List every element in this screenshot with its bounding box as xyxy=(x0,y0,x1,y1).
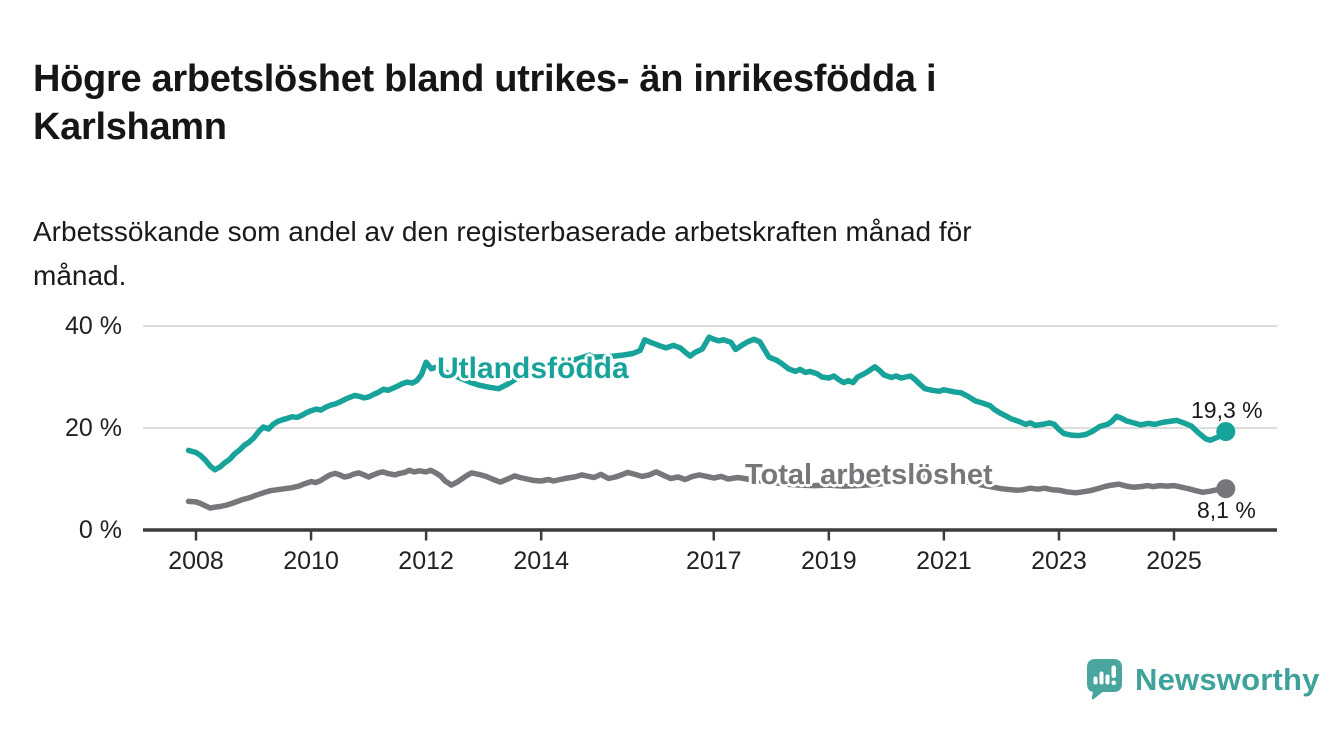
line-total-arbetsl-shet xyxy=(185,467,1229,511)
newsworthy-logo-icon xyxy=(1087,659,1122,700)
page-title-line1: Högre arbetslöshet bland utrikes- än inr… xyxy=(33,58,937,101)
end-value-utlandsfodda: 19,3 % xyxy=(1191,397,1263,423)
page-title: Högre arbetslöshet bland utrikes- än inr… xyxy=(33,55,1183,151)
series-label-total-arbetsloshet: Total arbetslöshet xyxy=(745,459,993,491)
page-subtitle-line1: Arbetssökande som andel av den registerb… xyxy=(33,216,972,247)
x-tick-label: 2021 xyxy=(916,547,972,575)
x-tick-label: 2025 xyxy=(1146,547,1202,575)
page-title-line2: Karlshamn xyxy=(33,106,227,149)
x-tick-label: 2010 xyxy=(283,547,339,575)
x-tick-label: 2017 xyxy=(685,547,742,575)
newsworthy-logo-text: Newsworthy xyxy=(1135,661,1320,697)
y-tick-label: 0 % xyxy=(78,516,122,544)
x-axis xyxy=(143,528,1277,541)
line-utlandsf-dda xyxy=(185,334,1229,473)
x-tick-label: 2019 xyxy=(801,547,857,575)
x-tick-label: 2023 xyxy=(1031,547,1087,575)
page-subtitle: Arbetssökande som andel av den registerb… xyxy=(33,210,1233,298)
end-dot xyxy=(1216,479,1236,499)
gridlines xyxy=(143,325,1277,429)
x-tick-label: 2008 xyxy=(168,547,224,575)
newsworthy-logo[interactable]: Newsworthy xyxy=(1086,658,1320,701)
x-tick-label: 2014 xyxy=(513,547,569,575)
end-dot xyxy=(1216,422,1236,442)
y-tick-label: 40 % xyxy=(65,312,122,340)
page-subtitle-line2: månad. xyxy=(33,260,127,291)
end-value-total: 8,1 % xyxy=(1197,497,1256,523)
end-dots xyxy=(1216,422,1236,499)
x-tick-label: 2012 xyxy=(398,547,454,575)
y-tick-label: 20 % xyxy=(65,414,122,442)
series-label-utlandsfodda: Utlandsfödda xyxy=(437,352,629,385)
data-lines xyxy=(185,334,1229,511)
